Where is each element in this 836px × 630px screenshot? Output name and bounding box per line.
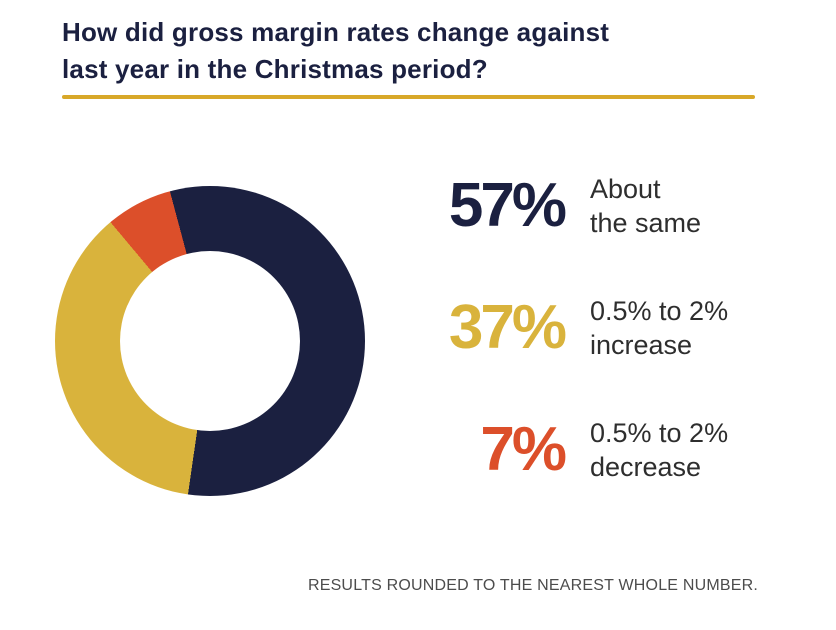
results-footnote: RESULTS ROUNDED TO THE NEAREST WHOLE NUM… [307,577,758,594]
page-title-line1: How did gross margin rates change agains… [62,17,610,47]
legend-percent: 7% [480,415,567,484]
legend-row: 57% About the same [412,172,728,240]
page-title-line2: last year in the Christmas period? [62,54,488,84]
donut-chart [55,186,365,496]
page-title: How did gross margin rates change agains… [62,14,762,88]
title-underline-rule [62,95,755,99]
legend-row: 7% 0.5% to 2% decrease [412,416,728,484]
legend-label-line1: About [590,174,661,204]
legend-label: 0.5% to 2% decrease [590,416,728,484]
legend-label-line1: 0.5% to 2% [590,296,729,326]
legend-label-line2: decrease [590,452,702,482]
chart-legend: 57% About the same 37% 0.5% to 2% increa… [412,172,728,484]
legend-row: 37% 0.5% to 2% increase [412,294,728,362]
legend-percent: 37% [448,293,567,362]
legend-label-line2: the same [590,208,702,238]
legend-label: About the same [590,172,701,240]
legend-percent: 57% [448,171,567,240]
legend-label-line1: 0.5% to 2% [590,418,729,448]
donut-hole [120,251,300,431]
legend-label-line2: increase [590,330,693,360]
legend-label: 0.5% to 2% increase [590,294,728,362]
